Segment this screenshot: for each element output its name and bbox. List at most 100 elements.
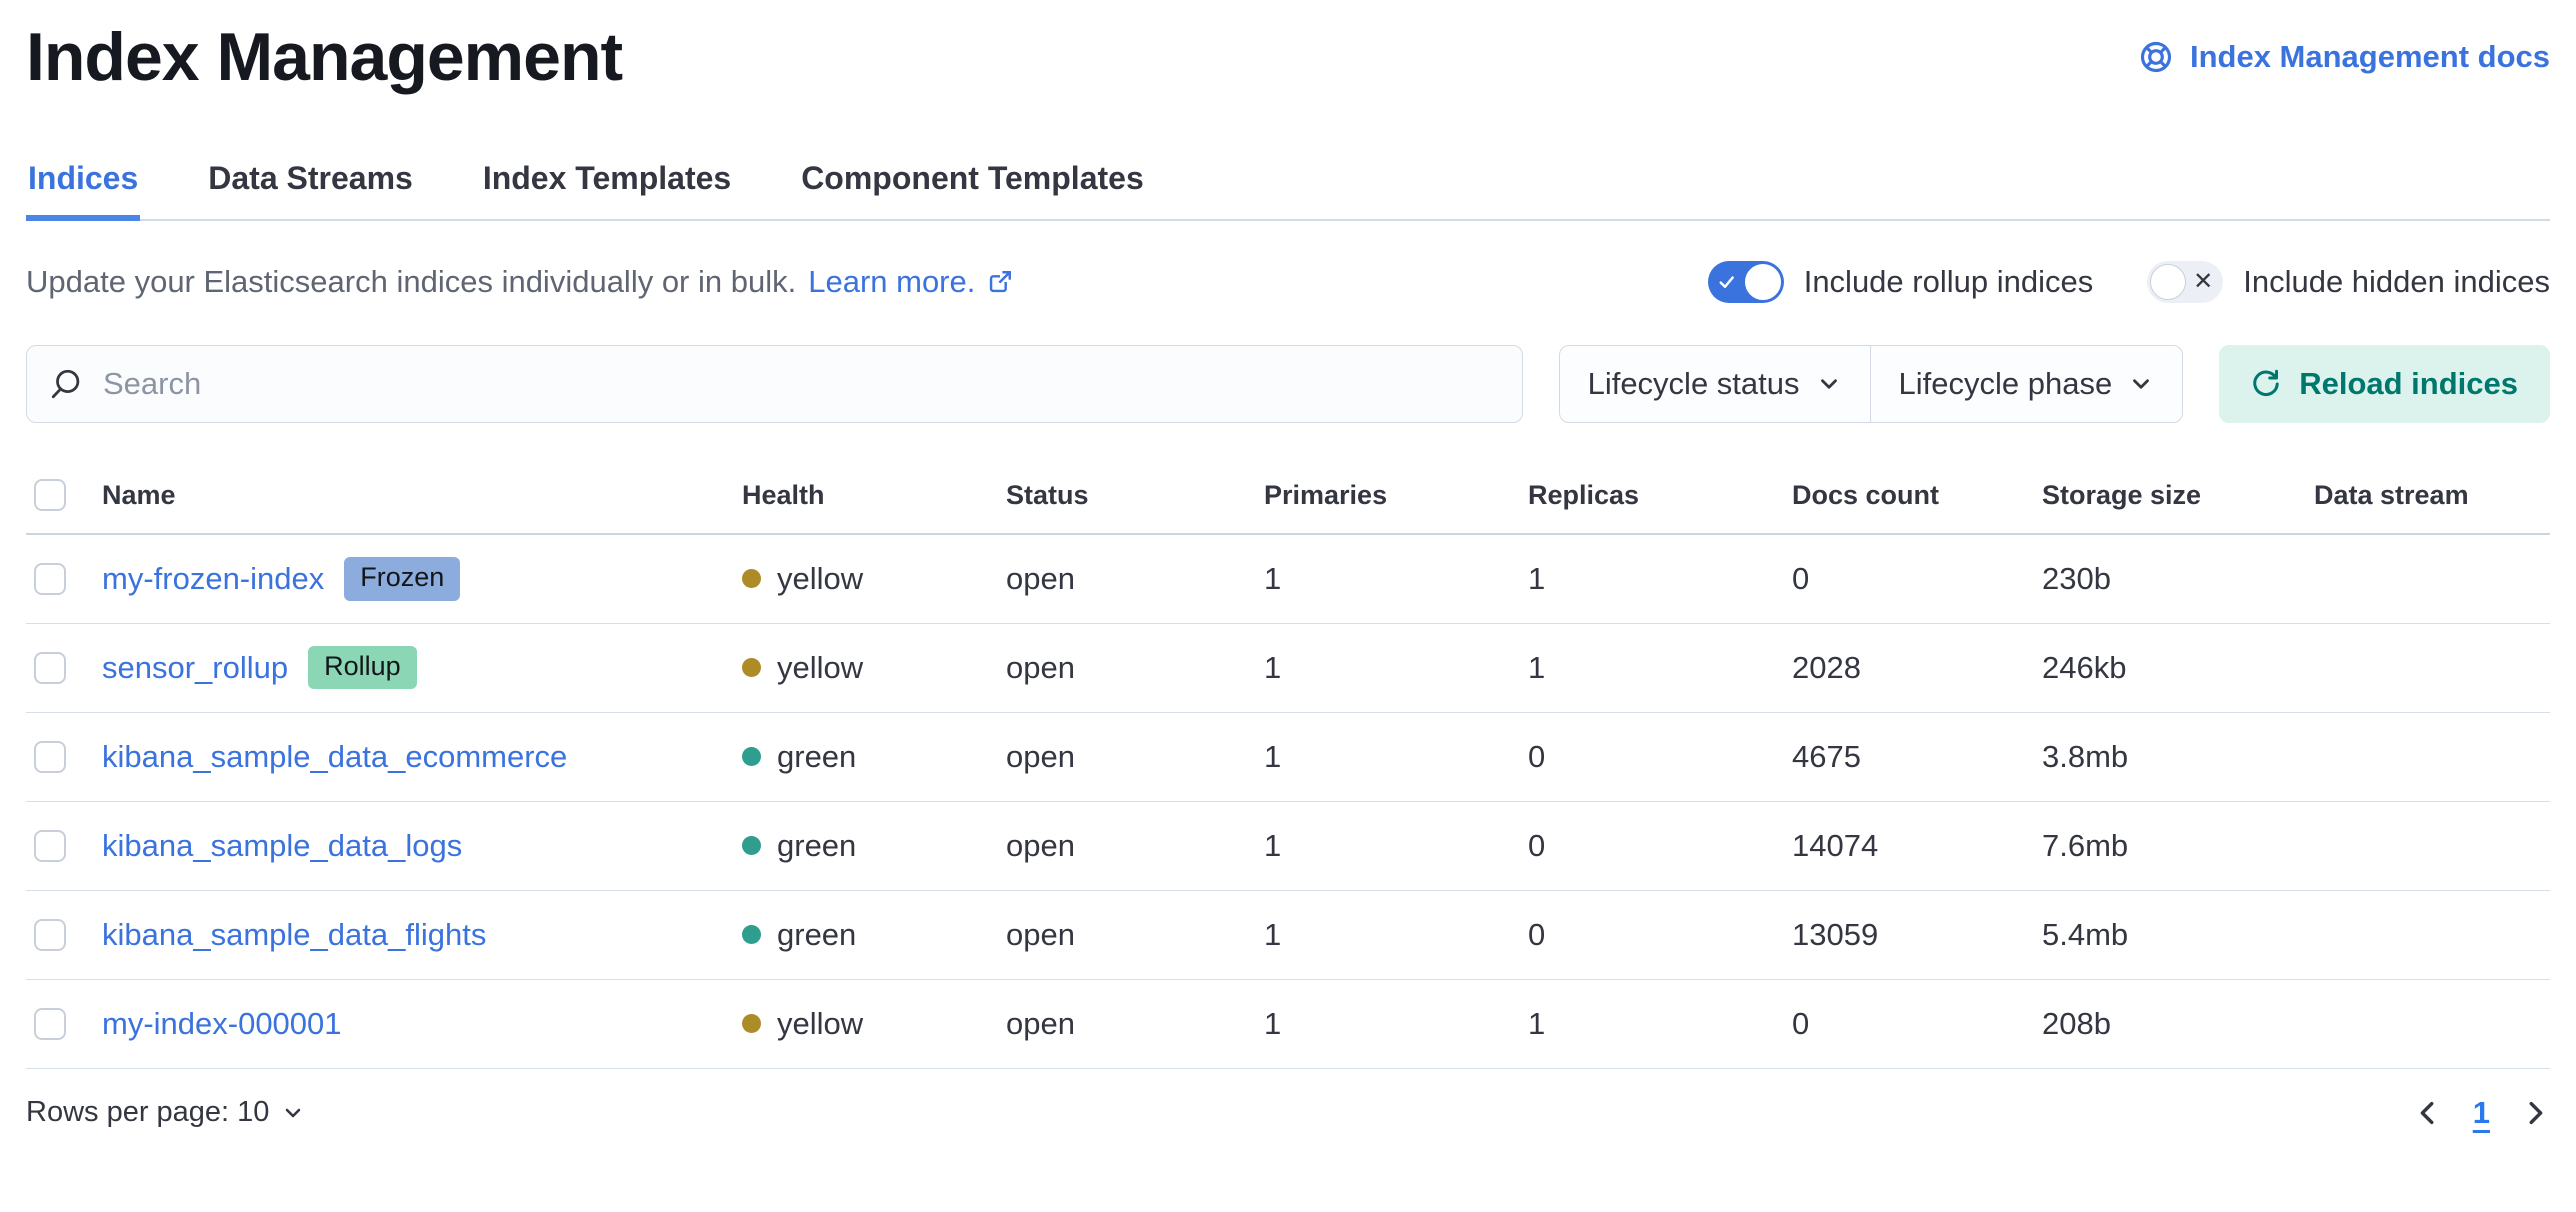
page-header: Index Management Index Management docs [26,18,2550,96]
row-checkbox[interactable] [34,1007,66,1040]
cell-docs-count: 14074 [1792,801,2042,891]
select-all-checkbox[interactable] [34,479,66,511]
docs-link-label: Index Management docs [2189,39,2550,74]
column-storage-size: Storage size [2042,467,2314,535]
tab-component-templates-label: Component Templates [801,160,1144,196]
health-dot-green [742,747,761,766]
column-replicas: Replicas [1528,467,1792,535]
toggle-knob [1744,264,1781,300]
column-primaries: Primaries [1264,467,1528,535]
cell-status: open [1006,712,1264,802]
cell-docs-count: 2028 [1792,623,2042,713]
column-docs-count: Docs count [1792,467,2042,535]
docs-link[interactable]: Index Management docs [2138,39,2550,75]
reload-indices-button[interactable]: Reload indices [2219,345,2550,423]
cell-status: open [1006,801,1264,891]
chevron-down-icon [281,1101,305,1125]
cell-data-stream [2314,712,2550,802]
cell-data-stream [2314,623,2550,713]
chevron-down-icon [2128,371,2154,397]
tab-data-streams-label: Data Streams [208,160,413,196]
rows-per-page-label: Rows per page: 10 [26,1096,270,1128]
cell-storage-size: 3.8mb [2042,712,2314,802]
row-checkbox[interactable] [34,829,66,862]
health-dot-yellow [742,658,761,677]
health-dot-green [742,836,761,855]
row-checkbox[interactable] [34,740,66,773]
check-icon [1717,272,1737,292]
description-text: Update your Elasticsearch indices indivi… [26,264,1013,300]
cell-primaries: 1 [1264,979,1528,1069]
tab-component-templates[interactable]: Component Templates [799,150,1146,221]
description-row: Update your Elasticsearch indices indivi… [26,261,2550,303]
cell-status: open [1006,534,1264,624]
cell-docs-count: 0 [1792,979,2042,1069]
tab-index-templates[interactable]: Index Templates [481,150,733,221]
cell-status: open [1006,890,1264,980]
page-1-button[interactable]: 1 [2472,1094,2490,1130]
include-hidden-toggle[interactable]: ✕ [2147,261,2224,303]
row-checkbox[interactable] [34,562,66,595]
column-health: Health [742,467,1006,535]
cell-storage-size: 7.6mb [2042,801,2314,891]
reload-indices-label: Reload indices [2299,366,2518,401]
toggle-knob [2150,264,2187,300]
search-input[interactable] [103,366,1500,402]
cell-primaries: 1 [1264,712,1528,802]
health-label: yellow [777,649,864,685]
cell-storage-size: 230b [2042,534,2314,624]
index-name-link[interactable]: my-frozen-index [102,560,325,596]
cell-data-stream [2314,801,2550,891]
row-checkbox[interactable] [34,918,66,951]
cell-primaries: 1 [1264,534,1528,624]
chevron-right-icon [2520,1098,2550,1128]
table-header-row: Name Health Status Primaries Replicas Do… [26,467,2550,535]
index-name-link[interactable]: kibana_sample_data_ecommerce [102,738,568,774]
next-page-button[interactable] [2520,1098,2550,1128]
cell-storage-size: 246kb [2042,623,2314,713]
cell-status: open [1006,979,1264,1069]
cell-primaries: 1 [1264,623,1528,713]
cell-primaries: 1 [1264,890,1528,980]
filter-group: Lifecycle status Lifecycle phase [1558,345,2184,423]
column-data-stream: Data stream [2314,467,2550,535]
lifecycle-phase-label: Lifecycle phase [1898,366,2113,401]
cell-data-stream [2314,534,2550,624]
rollup-toggle-group: Include rollup indices [1707,261,2094,303]
table-row: sensor_rollup Rollup yellow open 1 1 202… [26,623,2550,713]
index-name-link[interactable]: kibana_sample_data_logs [102,827,463,863]
cross-icon: ✕ [2193,268,2214,295]
cell-storage-size: 5.4mb [2042,890,2314,980]
include-rollup-toggle[interactable] [1707,261,1784,303]
chevron-left-icon [2413,1098,2443,1128]
cell-docs-count: 4675 [1792,712,2042,802]
lifecycle-status-filter[interactable]: Lifecycle status [1560,346,1871,422]
index-name-link[interactable]: my-index-000001 [102,1005,342,1041]
controls-row: Lifecycle status Lifecycle phase [26,345,2550,423]
tab-indices-label: Indices [28,160,139,196]
cell-docs-count: 13059 [1792,890,2042,980]
column-status: Status [1006,467,1264,535]
tab-indices[interactable]: Indices [26,150,141,221]
cell-primaries: 1 [1264,801,1528,891]
table-row: kibana_sample_data_flights green open 1 … [26,890,2550,980]
rollup-badge: Rollup [308,645,417,690]
column-name: Name [102,467,742,535]
learn-more-link[interactable]: Learn more. [808,264,1013,300]
lifecycle-phase-filter[interactable]: Lifecycle phase [1871,346,2183,422]
cell-replicas: 0 [1528,712,1792,802]
row-checkbox[interactable] [34,651,66,684]
rollup-toggle-label: Include rollup indices [1803,264,2094,299]
health-label: green [777,738,857,774]
prev-page-button[interactable] [2413,1098,2443,1128]
health-label: green [777,827,857,863]
refresh-icon [2251,369,2281,399]
tab-data-streams[interactable]: Data Streams [206,150,415,221]
index-name-link[interactable]: kibana_sample_data_flights [102,916,487,952]
cell-data-stream [2314,979,2550,1069]
cell-data-stream [2314,890,2550,980]
index-name-link[interactable]: sensor_rollup [102,649,289,685]
cell-replicas: 1 [1528,623,1792,713]
rows-per-page-button[interactable]: Rows per page: 10 [26,1096,305,1129]
lifecycle-status-label: Lifecycle status [1587,366,1800,401]
